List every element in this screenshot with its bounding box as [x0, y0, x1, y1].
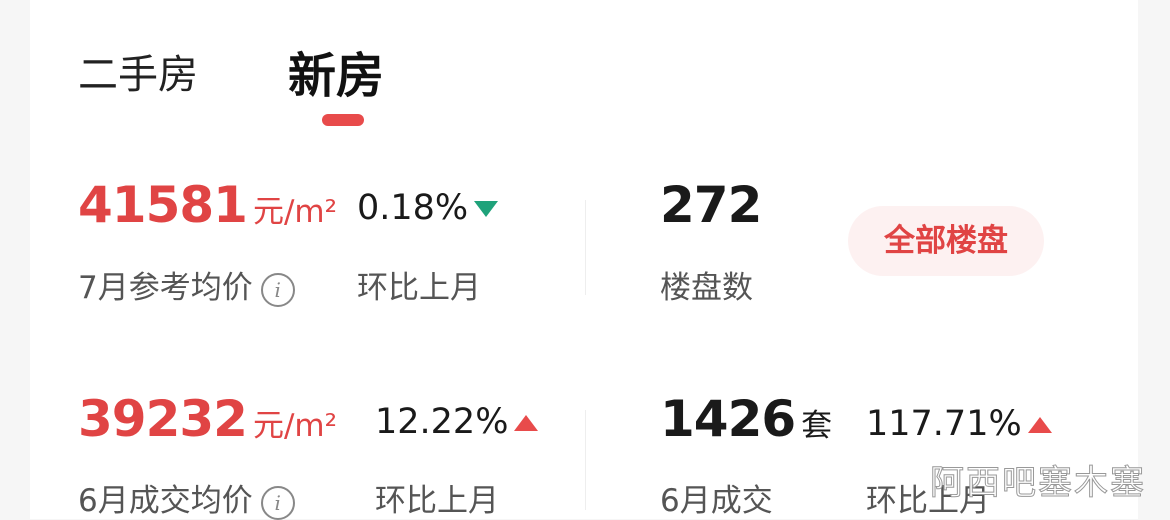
deal-count: 1426 套: [660, 390, 832, 448]
ref-price-change-value: 0.18%: [357, 188, 469, 228]
ref-price-label-text: 7月参考均价: [78, 270, 253, 306]
deal-count-change-value: 117.71%: [866, 404, 1022, 444]
ref-price-change-label: 环比上月: [357, 270, 481, 306]
deal-count-label: 6月成交: [660, 483, 773, 519]
deal-count-change: 117.71%: [866, 404, 1052, 444]
tab-second-hand[interactable]: 二手房: [78, 52, 198, 98]
deal-price-label-text: 6月成交均价: [78, 483, 253, 519]
project-count-label: 楼盘数: [660, 270, 753, 306]
ref-price-value: 41581: [78, 176, 248, 234]
active-tab-indicator: [322, 114, 364, 126]
deal-price-value: 39232: [78, 390, 248, 448]
watermark: 阿西吧塞木塞: [930, 463, 1146, 504]
deal-price-change-value: 12.22%: [375, 402, 509, 442]
arrow-down-icon: [474, 201, 499, 217]
ref-price-unit: 元/m²: [252, 194, 338, 230]
deal-price-change-label: 环比上月: [375, 483, 499, 519]
deal-count-value: 1426: [660, 390, 796, 448]
divider: [585, 200, 586, 295]
deal-price-change: 12.22%: [375, 402, 539, 442]
deal-count-unit: 套: [801, 408, 833, 444]
all-projects-button[interactable]: 全部楼盘: [848, 206, 1044, 276]
info-icon[interactable]: i: [260, 272, 295, 307]
deal-price-unit: 元/m²: [252, 408, 338, 444]
ref-price: 41581 元/m²: [78, 176, 337, 234]
ref-price-change: 0.18%: [357, 188, 499, 228]
arrow-up-icon: [1027, 417, 1052, 433]
ref-price-label: 7月参考均价 i: [78, 262, 295, 307]
deal-price-label: 6月成交均价 i: [78, 475, 295, 520]
tab-new-home[interactable]: 新房: [288, 48, 385, 104]
deal-count-change-label: 环比上月: [866, 483, 990, 519]
arrow-up-icon: [514, 415, 539, 431]
info-icon[interactable]: i: [260, 485, 295, 520]
project-count-value: 272: [660, 176, 762, 234]
divider: [585, 410, 586, 510]
deal-price: 39232 元/m²: [78, 390, 337, 448]
